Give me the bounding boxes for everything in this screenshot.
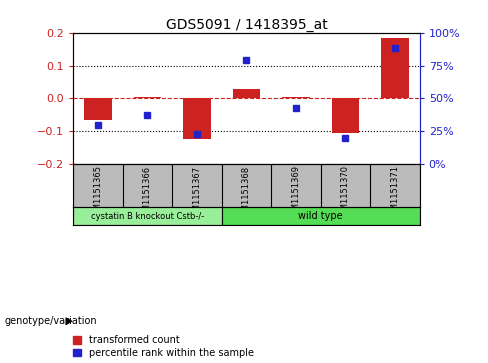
Bar — [84, 98, 112, 120]
Bar — [222, 207, 420, 225]
Title: GDS5091 / 1418395_at: GDS5091 / 1418395_at — [165, 18, 327, 32]
Polygon shape — [66, 318, 72, 325]
Text: GSM1151369: GSM1151369 — [291, 166, 301, 221]
Text: GSM1151371: GSM1151371 — [390, 166, 400, 221]
Text: GSM1151367: GSM1151367 — [192, 166, 202, 221]
Text: GSM1151366: GSM1151366 — [143, 166, 152, 221]
Bar — [73, 207, 222, 225]
Legend: transformed count, percentile rank within the sample: transformed count, percentile rank withi… — [73, 335, 254, 358]
Bar — [283, 97, 309, 98]
Text: genotype/variation: genotype/variation — [5, 316, 98, 326]
Text: cystatin B knockout Cstb-/-: cystatin B knockout Cstb-/- — [91, 212, 204, 221]
Bar — [332, 98, 359, 133]
Text: GSM1151365: GSM1151365 — [93, 166, 102, 221]
Bar — [381, 38, 408, 98]
Text: GSM1151370: GSM1151370 — [341, 166, 350, 221]
Text: GSM1151368: GSM1151368 — [242, 166, 251, 221]
Bar — [134, 97, 161, 98]
Bar — [183, 98, 210, 139]
Text: wild type: wild type — [298, 211, 343, 221]
Bar — [233, 89, 260, 98]
